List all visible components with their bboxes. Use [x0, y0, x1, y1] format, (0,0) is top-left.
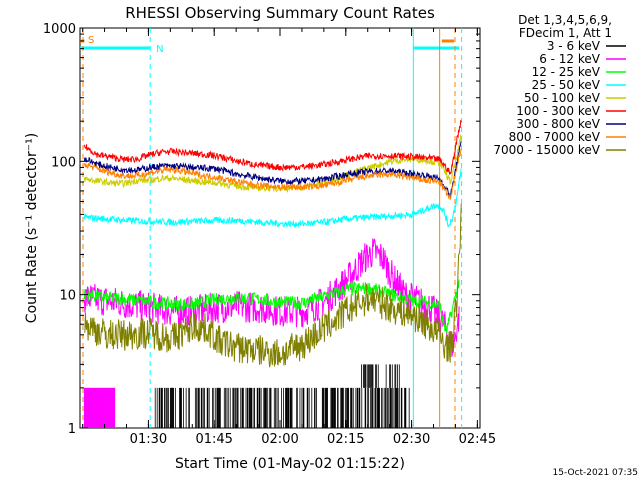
- series-line-2: [83, 279, 460, 335]
- legend-entry-label: 7000 - 15000 keV: [493, 143, 600, 157]
- legend-entry-label: 300 - 800 keV: [516, 117, 600, 131]
- y-tick-label: 1: [68, 422, 76, 437]
- legend-entry-label: 800 - 7000 keV: [509, 130, 601, 144]
- x-tick-label: 02:30: [393, 432, 430, 447]
- legend-entry-label: 12 - 25 keV: [532, 65, 601, 79]
- series-line-3: [83, 168, 462, 228]
- series-line-1: [83, 238, 460, 357]
- legend-header: Det 1,3,4,5,6,9,: [518, 13, 612, 27]
- x-axis-label: Start Time (01-May-02 01:15:22): [175, 456, 405, 472]
- series-line-6: [83, 141, 462, 200]
- timestamp: 15-Oct-2021 07:35: [553, 468, 638, 478]
- y-tick-label: 10: [59, 289, 76, 304]
- legend: Det 1,3,4,5,6,9,FDecim 1, Att 13 - 6 keV…: [493, 13, 626, 157]
- legend-entry-label: 3 - 6 keV: [547, 39, 601, 53]
- x-tick-label: 01:45: [195, 432, 232, 447]
- legend-entry-label: 6 - 12 keV: [539, 52, 601, 66]
- flag-label-N: N: [156, 44, 163, 55]
- flag-label-S: S: [88, 35, 94, 46]
- x-tick-label: 02:15: [327, 432, 364, 447]
- y-tick-label: 100: [51, 155, 76, 170]
- legend-entry-label: 100 - 300 keV: [516, 104, 600, 118]
- axis-ticks: 1 10 100 1000 01:30 01:45 02:00 02:15 02:30 02:45: [43, 22, 496, 447]
- x-tick-label: 01:30: [130, 432, 167, 447]
- legend-header: FDecim 1, Att 1: [519, 26, 612, 40]
- legend-entry-label: 25 - 50 keV: [532, 78, 601, 92]
- x-tick-label: 02:45: [459, 432, 496, 447]
- series-3-6-kev: [154, 364, 410, 428]
- legend-entry-label: 50 - 100 keV: [524, 91, 601, 105]
- chart-title: RHESSI Observing Summary Count Rates: [125, 4, 435, 22]
- series-line-8: [83, 203, 462, 368]
- y-axis-label: Count Rate (s⁻¹ detector⁻¹): [24, 133, 40, 323]
- series-line-7: [83, 148, 462, 200]
- series-6-12-low-block: [83, 387, 116, 428]
- x-tick-label: 02:00: [261, 432, 298, 447]
- series-lines: [83, 120, 462, 428]
- series-line-5: [83, 120, 462, 175]
- time-markers: [82, 28, 463, 428]
- y-tick-label: 1000: [43, 22, 76, 37]
